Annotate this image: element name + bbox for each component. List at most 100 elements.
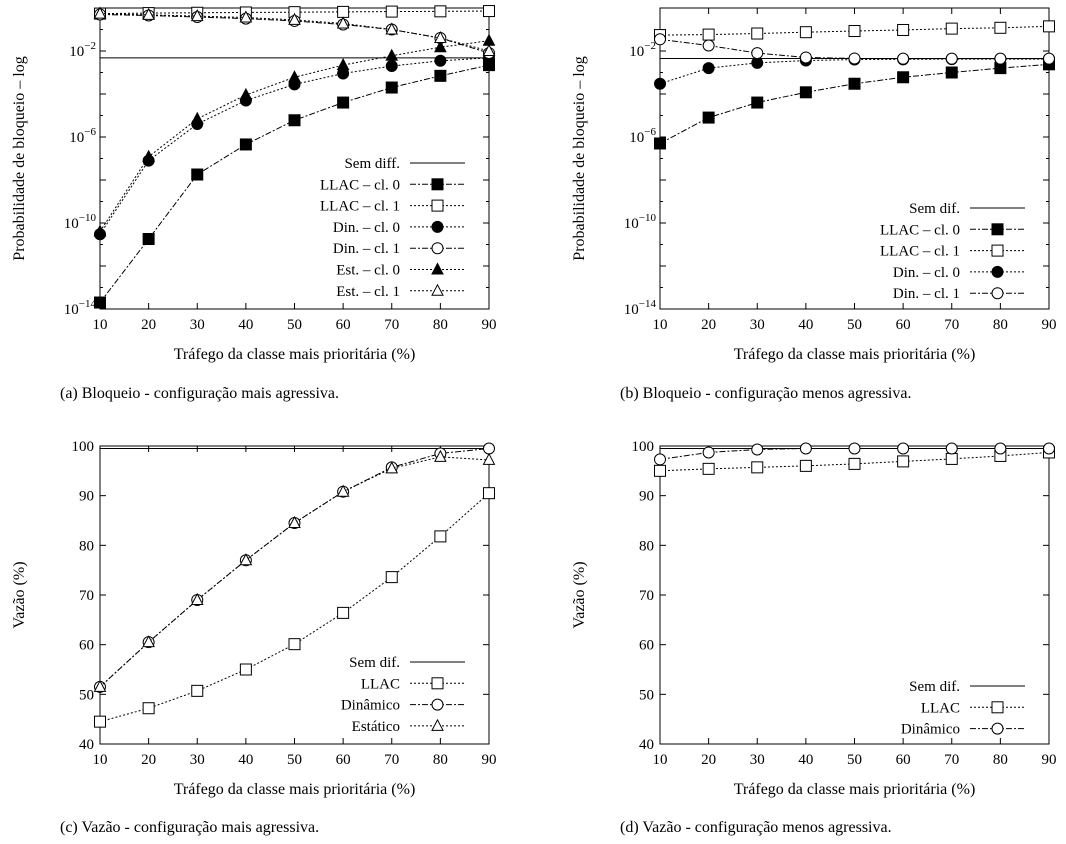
data-point <box>848 442 861 455</box>
legend-marker <box>431 262 444 275</box>
data-point <box>482 43 496 56</box>
x-tick-label: 80 <box>433 752 448 768</box>
y-tick-label: 10−6 <box>629 126 656 146</box>
data-point <box>142 149 155 162</box>
y-tick-label: 10−6 <box>69 126 96 146</box>
data-point <box>434 40 447 53</box>
data-point <box>799 459 812 472</box>
data-point <box>799 26 812 39</box>
plot-frame <box>659 445 1050 745</box>
data-point <box>191 684 204 697</box>
chart-panel-c: 10 20 30 40 50 60 70 80 90 40 50 60 70 80 90 100 Tráfego… <box>11 439 497 836</box>
legend-marker <box>431 283 444 296</box>
data-point <box>93 224 107 237</box>
x-tick-label: 60 <box>896 752 911 768</box>
plot-frame <box>99 445 490 745</box>
y-axis-label: Vazão (%) <box>571 561 588 628</box>
x-axis-label: Tráfego da classe mais prioritária (%) <box>174 781 416 798</box>
data-point <box>482 452 496 465</box>
x-tick-label: 10 <box>653 317 668 333</box>
series-2 <box>654 20 1055 42</box>
data-point <box>93 6 107 19</box>
legend-label: Din. – cl. 1 <box>893 286 960 302</box>
panel-caption: (b) Bloqueio - configuração menos agress… <box>620 385 911 402</box>
data-point <box>945 66 958 79</box>
y-tick-label: 90 <box>639 489 654 505</box>
legend-label: Din. – cl. 1 <box>333 241 400 257</box>
legend-marker <box>431 199 444 212</box>
legend-marker <box>431 718 444 731</box>
data-point <box>799 442 812 455</box>
series-2 <box>654 442 1055 466</box>
data-point <box>93 679 107 692</box>
data-point <box>142 7 155 20</box>
series-4 <box>654 33 1055 65</box>
legend-marker <box>431 178 444 191</box>
data-point <box>897 71 910 84</box>
series-line <box>99 456 490 688</box>
series-1 <box>654 446 1055 477</box>
data-point <box>239 553 253 566</box>
y-tick-label: 90 <box>79 489 94 505</box>
x-tick-label: 40 <box>238 317 253 333</box>
data-point <box>336 16 350 29</box>
data-point <box>94 715 106 728</box>
x-tick-label: 80 <box>993 752 1008 768</box>
data-point <box>434 30 447 44</box>
legend-label: Estático <box>352 719 400 735</box>
data-point <box>702 462 715 475</box>
x-tick-label: 10 <box>653 752 668 768</box>
x-tick-label: 90 <box>482 752 497 768</box>
data-point <box>336 484 350 497</box>
x-tick-label: 60 <box>336 752 351 768</box>
legend-marker <box>431 698 444 711</box>
data-point <box>702 39 715 52</box>
data-point <box>434 69 447 82</box>
legend-marker <box>991 722 1004 735</box>
legend: Sem diff. LLAC – cl. 0 LLAC – cl. 1 Din. – … <box>320 156 465 300</box>
legend-label: LLAC <box>921 700 960 716</box>
data-point <box>288 114 301 127</box>
data-point <box>288 638 301 651</box>
x-tick-label: 90 <box>1042 317 1057 333</box>
x-tick-label: 50 <box>847 317 862 333</box>
data-point <box>1043 20 1055 33</box>
data-point <box>337 96 350 109</box>
y-axis-label: Probabilidade de bloqueio – log <box>571 56 588 260</box>
x-tick-label: 10 <box>93 752 108 768</box>
data-point <box>654 137 666 150</box>
x-tick-label: 60 <box>336 317 351 333</box>
y-tick-label: 10−2 <box>69 40 96 60</box>
data-point <box>288 12 301 25</box>
x-tick-label: 60 <box>896 317 911 333</box>
data-point <box>239 663 252 676</box>
x-tick-label: 30 <box>750 317 765 333</box>
data-point <box>702 446 715 459</box>
series-line <box>659 451 1050 472</box>
legend: Sem dif. LLAC Dinâmico <box>901 679 1025 738</box>
data-point <box>897 23 910 36</box>
data-point <box>239 87 253 100</box>
y-tick-label: 70 <box>79 588 94 604</box>
data-point <box>702 28 715 41</box>
data-point <box>945 52 958 65</box>
x-tick-label: 40 <box>798 317 813 333</box>
legend-marker <box>991 244 1004 257</box>
y-tick-label: 10−14 <box>64 298 97 318</box>
data-point <box>897 52 910 65</box>
data-point <box>654 33 666 46</box>
chart-panel-b: 10 20 30 40 50 60 70 80 90 10−14 10−10 10−6 10−2 Tráf… <box>571 7 1057 402</box>
series-1 <box>94 487 495 728</box>
data-point <box>702 62 715 75</box>
x-tick-label: 70 <box>944 317 959 333</box>
plot-frame <box>99 7 490 310</box>
x-tick-label: 90 <box>482 317 497 333</box>
y-tick-label: 70 <box>639 588 654 604</box>
data-point <box>994 21 1007 34</box>
data-point <box>385 48 399 61</box>
legend-marker <box>991 701 1004 714</box>
series-2 <box>94 442 495 693</box>
series-line <box>99 13 490 52</box>
y-tick-label: 10−10 <box>624 212 657 232</box>
legend-label: Din. – cl. 0 <box>893 265 960 281</box>
